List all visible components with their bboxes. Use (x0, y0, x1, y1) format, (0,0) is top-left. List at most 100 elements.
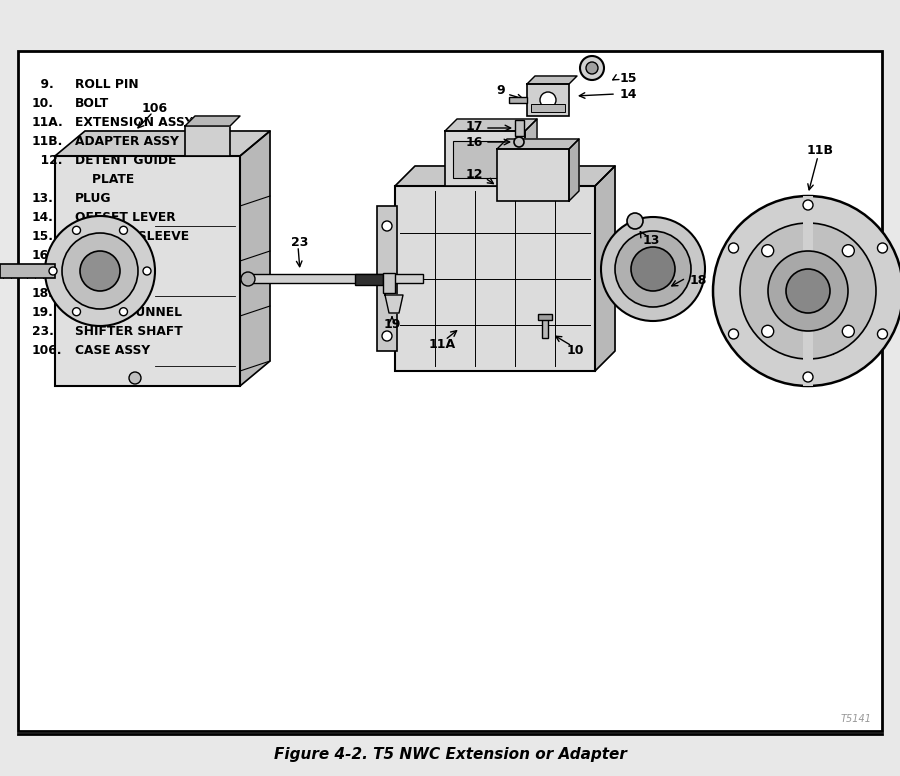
Polygon shape (595, 166, 615, 371)
Bar (497, 149, 569, 201)
Circle shape (49, 267, 57, 275)
Circle shape (728, 329, 739, 339)
Bar (55, 156, 240, 386)
Circle shape (143, 267, 151, 275)
Text: 18: 18 (690, 275, 707, 287)
Text: OIL SEAL: OIL SEAL (75, 287, 137, 300)
Circle shape (761, 244, 774, 257)
Circle shape (382, 221, 392, 231)
Circle shape (803, 372, 813, 382)
Bar (803, 196, 813, 386)
Text: 10: 10 (566, 345, 584, 358)
Bar (0, 264, 55, 278)
Polygon shape (185, 116, 240, 126)
Text: SPRING: SPRING (75, 268, 127, 281)
Circle shape (80, 251, 120, 291)
Text: 11B.: 11B. (32, 135, 63, 148)
Circle shape (601, 217, 705, 321)
Bar (377, 206, 397, 351)
Bar (185, 126, 230, 156)
Polygon shape (525, 119, 537, 186)
Circle shape (627, 213, 643, 229)
Bar (18, 51, 882, 731)
Circle shape (120, 227, 128, 234)
Text: 23: 23 (292, 235, 309, 248)
Text: 17.: 17. (32, 268, 54, 281)
Circle shape (45, 216, 155, 326)
Circle shape (514, 137, 524, 147)
Text: 12: 12 (465, 168, 483, 182)
Circle shape (129, 372, 141, 384)
Text: DETENT GUIDE: DETENT GUIDE (75, 154, 176, 167)
Polygon shape (395, 166, 615, 186)
Text: 9: 9 (497, 85, 505, 98)
Circle shape (120, 308, 128, 316)
Text: 15.: 15. (32, 230, 54, 243)
Circle shape (740, 223, 876, 359)
Circle shape (761, 325, 774, 338)
Bar (445, 131, 525, 186)
Circle shape (786, 269, 830, 313)
Text: BOLT: BOLT (75, 97, 109, 110)
Text: 12.: 12. (32, 154, 62, 167)
Circle shape (842, 325, 854, 338)
Text: DAMPER SLEEVE: DAMPER SLEEVE (75, 230, 189, 243)
Text: PLATE: PLATE (75, 173, 134, 186)
Text: 16: 16 (465, 136, 483, 148)
Circle shape (878, 329, 887, 339)
Text: SHIFTER SHAFT: SHIFTER SHAFT (75, 325, 183, 338)
Bar (542, 318, 548, 338)
Polygon shape (527, 76, 577, 84)
Bar (395, 186, 595, 371)
Circle shape (878, 243, 887, 253)
Text: 11A: 11A (428, 338, 455, 351)
Polygon shape (240, 131, 270, 386)
Text: Figure 4-2. T5 NWC Extension or Adapter: Figure 4-2. T5 NWC Extension or Adapter (274, 747, 626, 761)
Circle shape (580, 56, 604, 80)
Bar (538, 314, 552, 320)
Text: 11A.: 11A. (32, 116, 64, 129)
Text: 23.: 23. (32, 325, 54, 338)
Text: EXTENSION ASSY: EXTENSION ASSY (75, 116, 194, 129)
Circle shape (631, 247, 675, 291)
Circle shape (803, 200, 813, 210)
Text: CASE ASSY: CASE ASSY (75, 344, 150, 357)
Circle shape (241, 272, 255, 286)
Circle shape (768, 251, 848, 331)
Text: 15: 15 (620, 71, 637, 85)
Text: OFFSET LEVER: OFFSET LEVER (75, 211, 176, 224)
Text: ADAPTER ASSY: ADAPTER ASSY (75, 135, 179, 148)
Text: 11B: 11B (806, 144, 833, 158)
Bar (531, 104, 565, 112)
Polygon shape (445, 119, 537, 131)
Circle shape (842, 244, 854, 257)
Bar (355, 274, 383, 285)
Circle shape (382, 331, 392, 341)
Bar (527, 84, 569, 116)
Circle shape (73, 308, 80, 316)
Circle shape (615, 231, 691, 307)
Text: 9.: 9. (32, 78, 54, 91)
Text: 13.: 13. (32, 192, 54, 205)
Text: 106.: 106. (32, 344, 62, 357)
Text: 106: 106 (142, 102, 168, 115)
Text: BALL: BALL (75, 249, 110, 262)
Circle shape (382, 276, 392, 286)
Bar (515, 120, 524, 136)
Text: 10.: 10. (32, 97, 54, 110)
Circle shape (713, 196, 900, 386)
Text: 14: 14 (620, 88, 637, 101)
Circle shape (73, 227, 80, 234)
Bar (509, 97, 527, 103)
Text: 17: 17 (465, 120, 483, 133)
Circle shape (728, 243, 739, 253)
Text: T5141: T5141 (841, 714, 872, 724)
Circle shape (62, 233, 138, 309)
Bar (453, 141, 517, 178)
Text: 19.: 19. (32, 306, 54, 319)
Polygon shape (385, 295, 403, 313)
Circle shape (586, 62, 598, 74)
Polygon shape (55, 131, 270, 156)
Bar (248, 274, 423, 283)
Text: 18.: 18. (32, 287, 54, 300)
